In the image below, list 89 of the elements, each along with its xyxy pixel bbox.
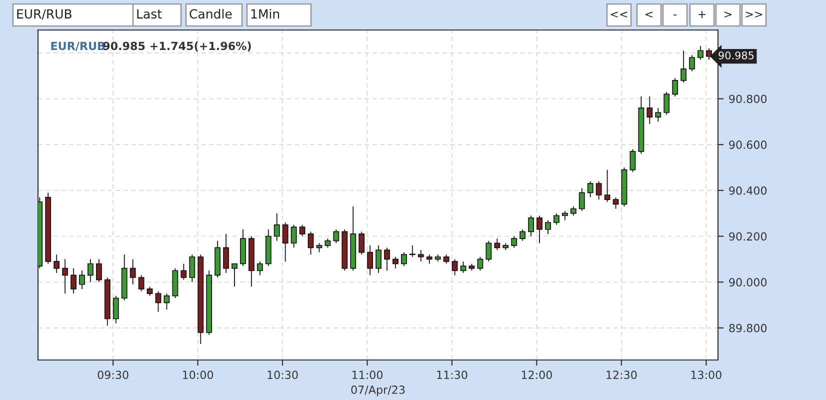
candlestick xyxy=(290,224,297,248)
candlestick xyxy=(698,46,704,60)
candlestick xyxy=(426,254,432,264)
candlestick xyxy=(528,215,534,237)
text: - xyxy=(674,14,676,16)
candlestick xyxy=(232,263,238,288)
text: < xyxy=(646,12,652,18)
text: + xyxy=(698,11,706,18)
text: > xyxy=(724,12,732,18)
x-tick-label: 12:00 xyxy=(522,370,552,380)
candlestick xyxy=(180,263,187,280)
candlestick xyxy=(189,254,196,283)
candlestick xyxy=(376,244,382,274)
candlestick xyxy=(367,244,374,276)
candlestick xyxy=(79,270,85,290)
candlestick xyxy=(409,244,416,258)
y-tick-label: 90.400 xyxy=(729,186,767,195)
y-tick-label: 90.200 xyxy=(729,232,767,241)
candlestick xyxy=(554,212,560,226)
candlestick xyxy=(274,212,280,242)
candlestick xyxy=(164,293,170,310)
candlestick xyxy=(223,233,229,274)
text: EUR/RUB xyxy=(51,42,105,52)
candlestick xyxy=(324,238,331,248)
candlestick xyxy=(562,210,568,221)
candlestick xyxy=(587,180,594,198)
y-tick-label: 89.800 xyxy=(729,324,767,332)
text: EUR/RUB xyxy=(17,9,72,20)
candlestick xyxy=(384,247,390,272)
candlestick xyxy=(299,224,306,237)
y-tick-label: 90.800 xyxy=(729,94,767,104)
x-tick-label: 09:30 xyxy=(98,370,128,380)
text: 90.985 +1.745(+1.96%) xyxy=(103,42,251,52)
candlestick xyxy=(256,260,263,276)
candlestick xyxy=(570,206,576,216)
candlestick xyxy=(443,254,450,264)
candlestick xyxy=(672,78,678,97)
candlestick xyxy=(316,242,322,253)
candlestick xyxy=(96,258,102,283)
text: << xyxy=(610,12,628,18)
candlestick xyxy=(88,258,94,283)
x-tick-label: 10:30 xyxy=(268,370,298,380)
candlestick xyxy=(545,220,551,234)
candlestick xyxy=(477,256,484,272)
x-tick-label: 11:30 xyxy=(437,370,468,380)
candlestick xyxy=(680,50,687,84)
candlestick xyxy=(664,91,670,116)
candlestick xyxy=(612,196,619,210)
candlestick xyxy=(604,169,610,202)
x-tick-label: 13:00 xyxy=(691,370,722,380)
candlestick xyxy=(630,148,636,173)
x-tick-label: 10:00 xyxy=(183,370,214,380)
candlestick xyxy=(401,252,407,267)
candlestick xyxy=(536,215,542,244)
candlestick xyxy=(130,258,136,285)
candlestick xyxy=(146,286,153,296)
candlestick xyxy=(70,268,76,294)
candlestick xyxy=(155,290,162,312)
candlestick xyxy=(112,295,119,324)
candlestick xyxy=(520,228,526,242)
x-axis-title: 07/Apr/23 xyxy=(351,386,405,396)
candlestick xyxy=(62,258,68,294)
text: Last xyxy=(137,9,162,19)
x-tick-label: 11:00 xyxy=(352,370,383,380)
candlestick xyxy=(392,256,398,269)
candlestick xyxy=(358,231,365,256)
candlestick xyxy=(646,96,653,124)
candlestick xyxy=(308,231,314,256)
candlestick xyxy=(282,222,288,262)
text: Candle xyxy=(190,8,232,19)
x-tick-label: 12:30 xyxy=(606,370,637,380)
candlestick xyxy=(689,54,695,72)
annotation: 90.985 xyxy=(718,51,754,60)
y-tick-label: 90.000 xyxy=(729,278,767,286)
candlestick xyxy=(596,180,602,200)
candlestick xyxy=(452,258,458,276)
candlestick xyxy=(486,240,492,262)
candlestick xyxy=(655,107,662,122)
text: >> xyxy=(746,12,762,18)
y-tick-label: 90.600 xyxy=(729,140,767,149)
candlestick xyxy=(578,188,585,212)
text: 1Min xyxy=(251,8,280,18)
candlestick xyxy=(418,250,424,262)
candlestick xyxy=(511,236,518,248)
candlestick xyxy=(494,238,500,250)
candlestick xyxy=(54,254,60,274)
candlestick xyxy=(138,274,144,292)
candlestick xyxy=(333,228,340,244)
candlestick xyxy=(460,260,466,274)
